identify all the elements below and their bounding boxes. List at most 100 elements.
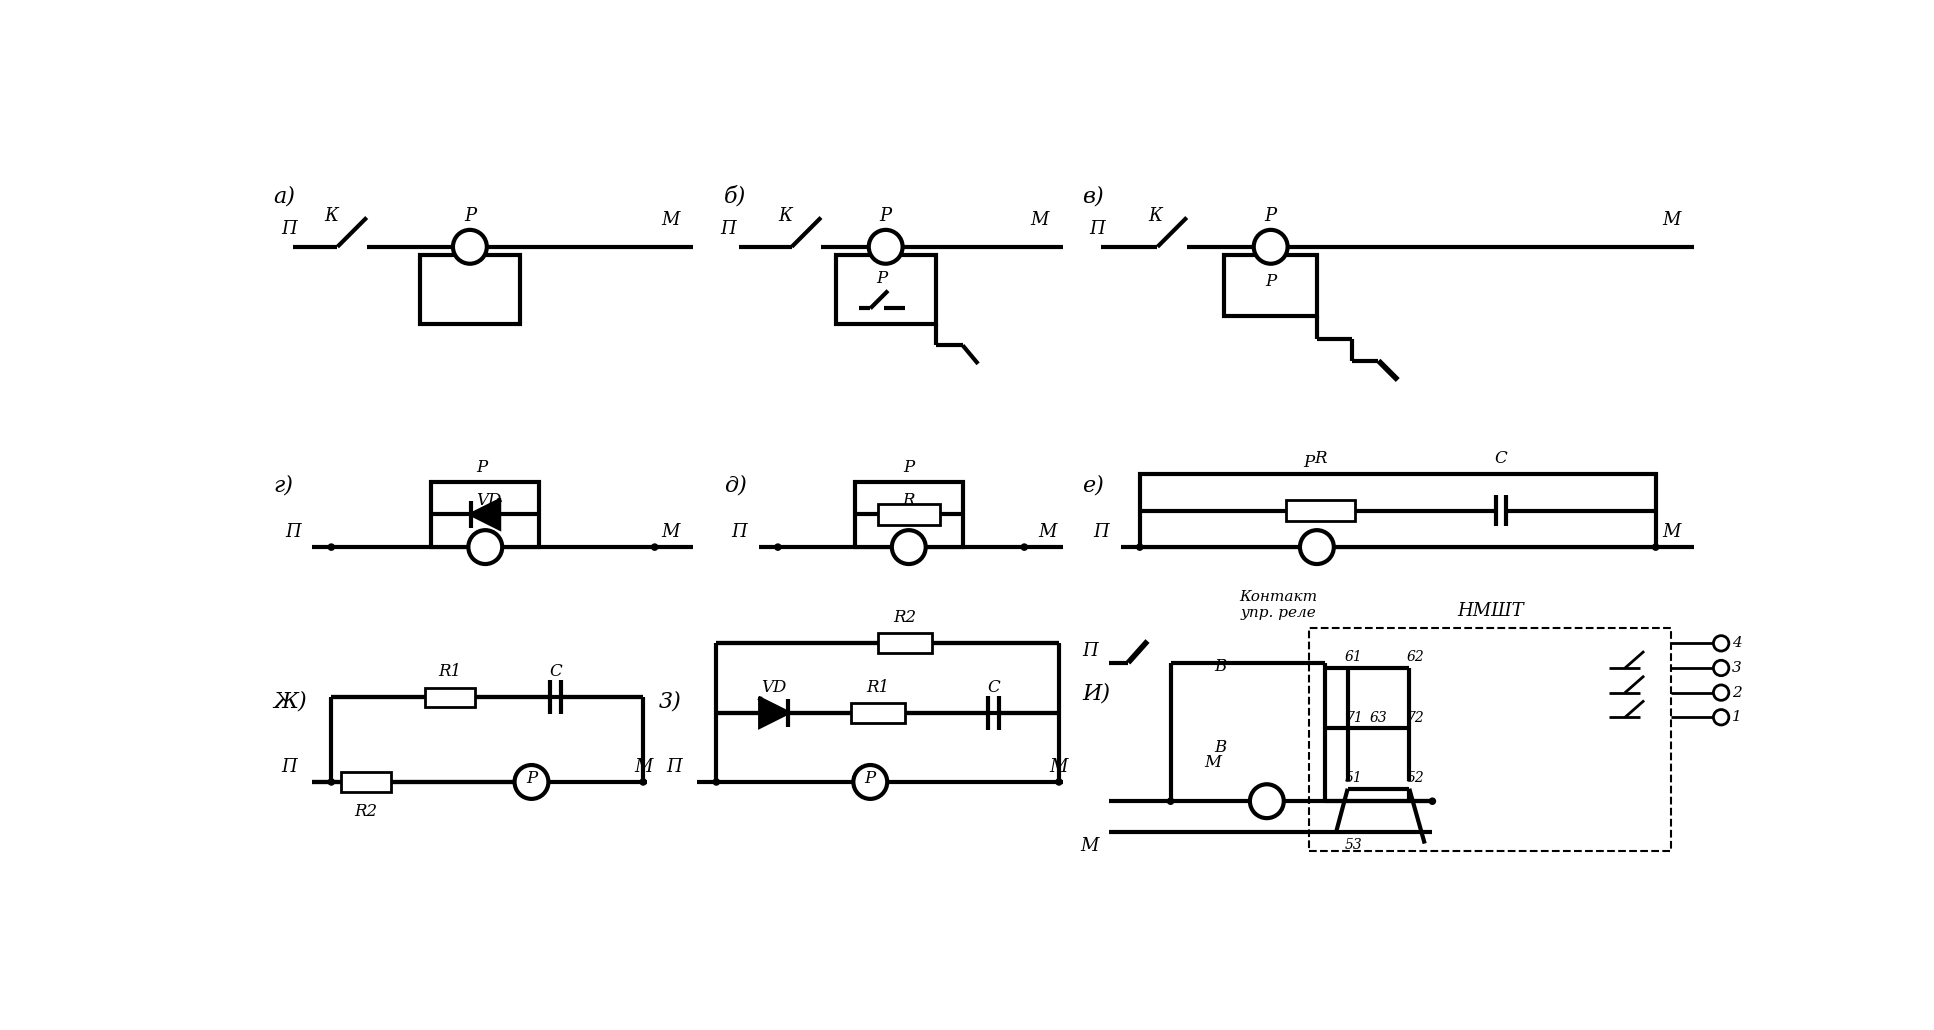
Text: г): г) [273, 475, 294, 496]
Circle shape [1021, 544, 1027, 550]
Text: 52: 52 [1406, 770, 1423, 785]
Bar [431, 482, 540, 547]
Text: М: М [1050, 757, 1068, 776]
Text: 4: 4 [1731, 637, 1741, 650]
Text: C: C [1495, 450, 1507, 467]
Text: 1: 1 [1731, 711, 1741, 724]
Text: Р: Р [880, 207, 892, 225]
Circle shape [453, 230, 487, 264]
Text: R2: R2 [354, 802, 377, 820]
Circle shape [714, 779, 719, 785]
Bar [878, 633, 932, 653]
Text: В: В [1215, 658, 1226, 675]
Text: В: В [1215, 739, 1226, 756]
Text: П: П [719, 220, 735, 238]
Circle shape [652, 544, 658, 550]
Text: М: М [634, 757, 652, 776]
Text: R2: R2 [894, 610, 917, 626]
Text: К: К [1149, 207, 1162, 225]
Circle shape [1253, 230, 1288, 264]
Circle shape [853, 765, 888, 799]
Text: П: П [280, 757, 296, 776]
Text: P: P [1304, 454, 1315, 471]
Text: е): е) [1081, 475, 1104, 496]
Text: Ж): Ж) [273, 690, 308, 712]
Text: P: P [476, 459, 487, 476]
Bar [851, 702, 905, 723]
Text: П: П [280, 220, 296, 238]
Polygon shape [760, 698, 787, 726]
Text: Р: Р [464, 207, 476, 225]
Bar [340, 772, 391, 792]
Bar [855, 482, 963, 547]
Text: М: М [1661, 211, 1681, 229]
Text: Контакт
упр. реле: Контакт упр. реле [1240, 590, 1317, 620]
Text: Р: Р [1265, 273, 1276, 290]
Text: Р: Р [1265, 207, 1276, 225]
Text: НМШТ: НМШТ [1456, 602, 1524, 620]
Text: П: П [665, 757, 683, 776]
Bar [425, 688, 476, 707]
Circle shape [514, 765, 549, 799]
Text: 63: 63 [1369, 711, 1387, 725]
Polygon shape [472, 501, 499, 528]
Text: б): б) [723, 185, 747, 208]
Text: VD: VD [476, 492, 501, 510]
Circle shape [1300, 530, 1334, 564]
Text: П: П [731, 522, 747, 541]
Circle shape [640, 779, 646, 785]
Circle shape [892, 530, 926, 564]
Bar [878, 504, 940, 525]
Circle shape [329, 779, 335, 785]
Bar [1139, 474, 1656, 547]
Text: R: R [903, 492, 915, 510]
Text: П: П [1081, 642, 1099, 660]
Bar [1309, 628, 1671, 851]
Text: 72: 72 [1406, 711, 1423, 725]
Bar [420, 254, 520, 323]
Text: 3): 3) [659, 690, 681, 712]
Circle shape [1429, 798, 1435, 804]
Text: VD: VD [762, 679, 787, 695]
Bar [835, 254, 936, 323]
Text: R1: R1 [439, 663, 462, 681]
Text: C: C [986, 679, 1000, 695]
Text: М: М [1039, 522, 1056, 541]
Text: Р: Р [876, 270, 888, 287]
Text: R1: R1 [866, 679, 890, 695]
Text: Р: Р [526, 769, 538, 787]
Text: М: М [1031, 211, 1048, 229]
Text: М: М [661, 522, 679, 541]
Circle shape [868, 230, 903, 264]
Text: C: C [549, 663, 563, 681]
Circle shape [329, 544, 335, 550]
Text: P: P [903, 459, 915, 476]
Circle shape [1249, 784, 1284, 818]
Circle shape [468, 530, 503, 564]
Text: 71: 71 [1344, 711, 1363, 725]
Bar [1224, 254, 1317, 316]
Circle shape [1168, 798, 1174, 804]
Circle shape [1056, 779, 1062, 785]
Text: 53: 53 [1344, 838, 1363, 852]
Circle shape [776, 544, 781, 550]
Text: 62: 62 [1406, 650, 1423, 664]
Text: 2: 2 [1731, 686, 1741, 699]
Text: 3: 3 [1731, 661, 1741, 675]
Text: д): д) [723, 475, 747, 496]
Text: 51: 51 [1344, 770, 1363, 785]
Text: П: П [1093, 522, 1110, 541]
Text: в): в) [1081, 185, 1104, 208]
Text: К: К [779, 207, 793, 225]
Text: Р: Р [864, 769, 876, 787]
Text: П: П [1089, 220, 1106, 238]
Text: а): а) [273, 185, 296, 208]
Circle shape [1654, 544, 1659, 550]
Text: 61: 61 [1344, 650, 1363, 664]
Circle shape [1137, 544, 1143, 550]
Text: К: К [325, 207, 338, 225]
Text: М: М [1081, 836, 1099, 855]
Text: R: R [1313, 450, 1327, 467]
Text: М: М [661, 211, 679, 229]
Text: М: М [1205, 754, 1222, 771]
